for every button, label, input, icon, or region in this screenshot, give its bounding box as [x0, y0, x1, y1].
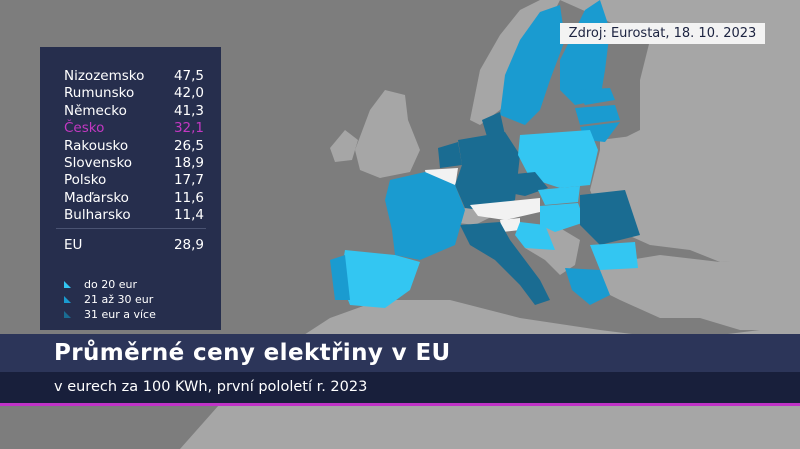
- legend-label: do 20 eur: [84, 278, 137, 291]
- uk: [355, 90, 420, 178]
- country-value: 42,0: [173, 85, 204, 102]
- country-netherlands: [438, 142, 462, 168]
- country-slovenia: [500, 218, 520, 232]
- country-name: Rakousko: [64, 137, 129, 154]
- country-hungary: [540, 203, 585, 232]
- country-name: Česko: [64, 120, 105, 137]
- title-bar: Průměrné ceny elektřiny v EU: [0, 334, 800, 372]
- eu-countries: [330, 0, 640, 308]
- country-sweden: [500, 5, 565, 125]
- legend: do 20 eur 21 až 30 eur 31 eur a více: [64, 277, 156, 322]
- country-latvia: [575, 105, 620, 125]
- country-spain: [340, 250, 420, 308]
- country-france: [385, 172, 465, 260]
- eu-value: 28,9: [173, 237, 204, 253]
- country-value: 47,5: [173, 68, 204, 84]
- country-greece: [565, 268, 610, 305]
- legend-item: do 20 eur: [64, 277, 156, 292]
- country-name: Maďarsko: [64, 189, 129, 206]
- legend-swatch-icon: [64, 311, 71, 318]
- country-value: 11,6: [173, 189, 204, 206]
- legend-label: 31 eur a více: [84, 308, 156, 321]
- country-slovakia: [538, 186, 580, 205]
- subtitle-bar: v eurech za 100 KWh, první pololetí r. 2…: [0, 372, 800, 406]
- country-poland: [518, 130, 598, 188]
- values-panel: Nizozemsko 47,5 Rumunsko 42,0 Německo 41,3 Čes…: [40, 47, 221, 330]
- country-name: Rumunsko: [64, 85, 135, 102]
- country-name: Německo: [64, 102, 127, 119]
- belarus-moldova: [600, 135, 650, 190]
- country-value: 26,5: [173, 137, 204, 154]
- source-label: Zdroj: Eurostat, 18. 10. 2023: [560, 23, 765, 44]
- country-value: 17,7: [173, 172, 204, 189]
- country-name: Polsko: [64, 172, 107, 189]
- country-croatia: [515, 222, 555, 250]
- eu-average-row: EU 28,9: [64, 237, 204, 253]
- legend-swatch-icon: [64, 296, 71, 303]
- country-austria: [470, 198, 540, 220]
- legend-item: 21 až 30 eur: [64, 292, 156, 307]
- country-name: Nizozemsko: [64, 68, 145, 84]
- country-portugal: [330, 255, 350, 300]
- country-romania: [580, 190, 640, 245]
- country-czechia: [505, 172, 548, 196]
- country-name: Bulharsko: [64, 207, 131, 224]
- legend-item: 31 eur a více: [64, 307, 156, 322]
- country-row: Slovensko 18,9: [64, 155, 204, 172]
- divider: [56, 228, 206, 229]
- eu-label: EU: [64, 237, 83, 253]
- page-title: Průměrné ceny elektřiny v EU: [54, 340, 451, 366]
- country-bulgaria: [590, 242, 638, 270]
- country-value: 32,1: [173, 120, 204, 137]
- ireland: [330, 130, 358, 162]
- page-subtitle: v eurech za 100 KWh, první pololetí r. 2…: [54, 379, 368, 395]
- country-value: 11,4: [173, 207, 204, 224]
- country-row: Německo 41,3: [64, 103, 204, 120]
- country-estonia: [575, 88, 615, 105]
- country-germany: [455, 132, 520, 212]
- country-italy: [460, 222, 550, 305]
- country-name: Slovensko: [64, 155, 133, 172]
- country-row: Bulharsko 11,4: [64, 207, 204, 224]
- country-row: Česko 32,1: [64, 120, 204, 137]
- country-list: Nizozemsko 47,5 Rumunsko 42,0 Německo 41,3 Čes…: [64, 68, 204, 225]
- country-row: Nizozemsko 47,5: [64, 68, 204, 85]
- country-row: Rakousko 26,5: [64, 138, 204, 155]
- legend-swatch-icon: [64, 281, 71, 288]
- country-row: Maďarsko 11,6: [64, 190, 204, 207]
- country-value: 41,3: [173, 102, 204, 119]
- country-row: Rumunsko 42,0: [64, 85, 204, 102]
- turkey-middle-east: [600, 255, 800, 330]
- country-row: Polsko 17,7: [64, 172, 204, 189]
- legend-label: 21 až 30 eur: [84, 293, 154, 306]
- country-value: 18,9: [173, 155, 204, 172]
